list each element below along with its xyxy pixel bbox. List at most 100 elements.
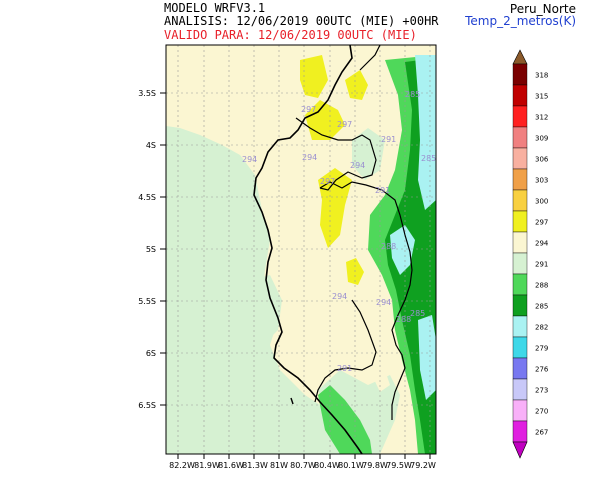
colorbar-label: 288 (535, 282, 548, 290)
boundaries (253, 45, 413, 454)
colorbar-label: 300 (535, 198, 548, 206)
border-line (359, 45, 381, 71)
border-line (319, 181, 413, 420)
temperature-field (166, 45, 436, 454)
contour-label: 294 (376, 298, 391, 307)
lon-tick-label: 79.5W (386, 461, 412, 470)
lon-tick-label: 80.4W (314, 461, 340, 470)
contour-label: 288 (396, 315, 411, 324)
colorbar-label: 270 (535, 408, 548, 416)
graticule (166, 45, 436, 454)
contour-label: 285 (410, 309, 425, 318)
hot-area (305, 100, 345, 140)
colorbar-label: 267 (535, 429, 548, 437)
lon-tick-label: 80.7W (290, 461, 316, 470)
lat-tick-label: 3.5S (138, 89, 156, 98)
coldest-band-282 (415, 55, 436, 210)
lat-tick-label: 4S (146, 141, 156, 150)
colorbar-swatch (512, 357, 528, 380)
colorbar-swatch (512, 189, 528, 212)
hot-area (300, 55, 328, 98)
variable-name: Temp_2_metros(K) (465, 14, 576, 28)
colorbar-label: 312 (535, 114, 548, 122)
lon-tick-label: 81.6W (218, 461, 244, 470)
colorbar-label: 273 (535, 387, 548, 395)
analysis-line: ANALISIS: 12/06/2019 00UTC (MIE) +00HR (164, 14, 439, 28)
contour-label: 294 (332, 292, 347, 301)
colorbar-label: 294 (535, 240, 549, 248)
lon-tick-label: 81W (270, 461, 288, 470)
lat-tick-label: 6S (146, 349, 156, 358)
colorbar-swatch (512, 147, 528, 170)
colorbar-label: 297 (535, 219, 548, 227)
valid-line: VALIDO PARA: 12/06/2019 00UTC (MIE) (164, 28, 417, 42)
lon-tick-label: 80.1W (338, 461, 364, 470)
region-name: Peru_Norte (509, 2, 576, 16)
hot-area (345, 70, 368, 100)
colorbar-swatch (512, 420, 528, 443)
model-title: MODELO WRFV3.1 (164, 1, 266, 15)
contour-label: 291 (381, 135, 396, 144)
lon-tick-label: 79.2W (410, 461, 436, 470)
colorbar-swatch (512, 378, 528, 401)
colorbar-swatch (512, 168, 528, 191)
colorbar-swatch (512, 231, 528, 254)
colorbar-label: 291 (535, 261, 548, 269)
lat-tick-label: 4.5S (138, 193, 156, 202)
colorbar-label: 309 (535, 135, 548, 143)
lat-tick-label: 6.5S (138, 401, 156, 410)
colorbar-label: 279 (535, 345, 548, 353)
contour-label: 288 (381, 242, 396, 251)
contour-label: 294 (302, 153, 317, 162)
coldest-band-282 (418, 315, 436, 400)
colorbar: 318 315 312 309 306 303 300 297 294 291 288 285 282 2… (512, 49, 549, 459)
colorbar-label: 282 (535, 324, 548, 332)
colorbar-swatch (512, 126, 528, 149)
contour-label: 297 (301, 105, 316, 114)
contour-label: 285 (405, 90, 420, 99)
contour-label: 294 (350, 161, 365, 170)
colorbar-bottom-arrow (512, 441, 528, 459)
colorbar-swatch (512, 294, 528, 317)
latitude-axis: 3.5S 4S 4.5S 5S 5.5S 6S 6.5S (138, 89, 166, 410)
contour-label: 291 (375, 186, 390, 195)
cool-region (352, 128, 385, 180)
colorbar-swatch (512, 252, 528, 275)
colorbar-label: 315 (535, 93, 548, 101)
colorbar-swatch (512, 84, 528, 107)
colorbar-swatch (512, 210, 528, 233)
warm-patch (372, 370, 390, 392)
longitude-axis: 82.2W 81.9W 81.6W 81.3W 81W 80.7W 80.4W … (169, 454, 436, 470)
colorbar-label: 318 (535, 72, 548, 80)
border-line (314, 299, 377, 403)
coastline-island (290, 397, 294, 405)
contour-labels: 297 297 294 294 297 294 291 291 294 288 … (242, 90, 436, 373)
border-line (295, 117, 377, 191)
lon-tick-label: 81.9W (194, 461, 220, 470)
coldest-band-282 (390, 225, 415, 275)
lon-tick-label: 81.3W (242, 461, 268, 470)
contour-label: 297 (337, 120, 352, 129)
lat-tick-label: 5.5S (138, 297, 156, 306)
contour-label: 294 (242, 155, 257, 164)
cool-region (250, 275, 282, 340)
contour-label: 291 (337, 364, 352, 373)
contour-label: 297 (320, 177, 335, 186)
coastline (253, 45, 363, 454)
lat-tick-label: 5S (146, 245, 156, 254)
contour-label: 285 (421, 154, 436, 163)
colorbar-swatch (512, 399, 528, 422)
lon-tick-label: 79.8W (362, 461, 388, 470)
colorbar-label: 306 (535, 156, 549, 164)
lon-tick-label: 82.2W (169, 461, 195, 470)
colorbar-swatch (512, 315, 528, 338)
colorbar-swatch (512, 63, 528, 86)
cool-band-288 (318, 385, 372, 454)
colorbar-top-arrow (512, 49, 528, 65)
colorbar-label: 276 (535, 366, 549, 374)
colorbar-label: 303 (535, 177, 548, 185)
hot-area (318, 168, 352, 248)
colorbar-swatch (512, 336, 528, 359)
colorbar-label: 285 (535, 303, 548, 311)
